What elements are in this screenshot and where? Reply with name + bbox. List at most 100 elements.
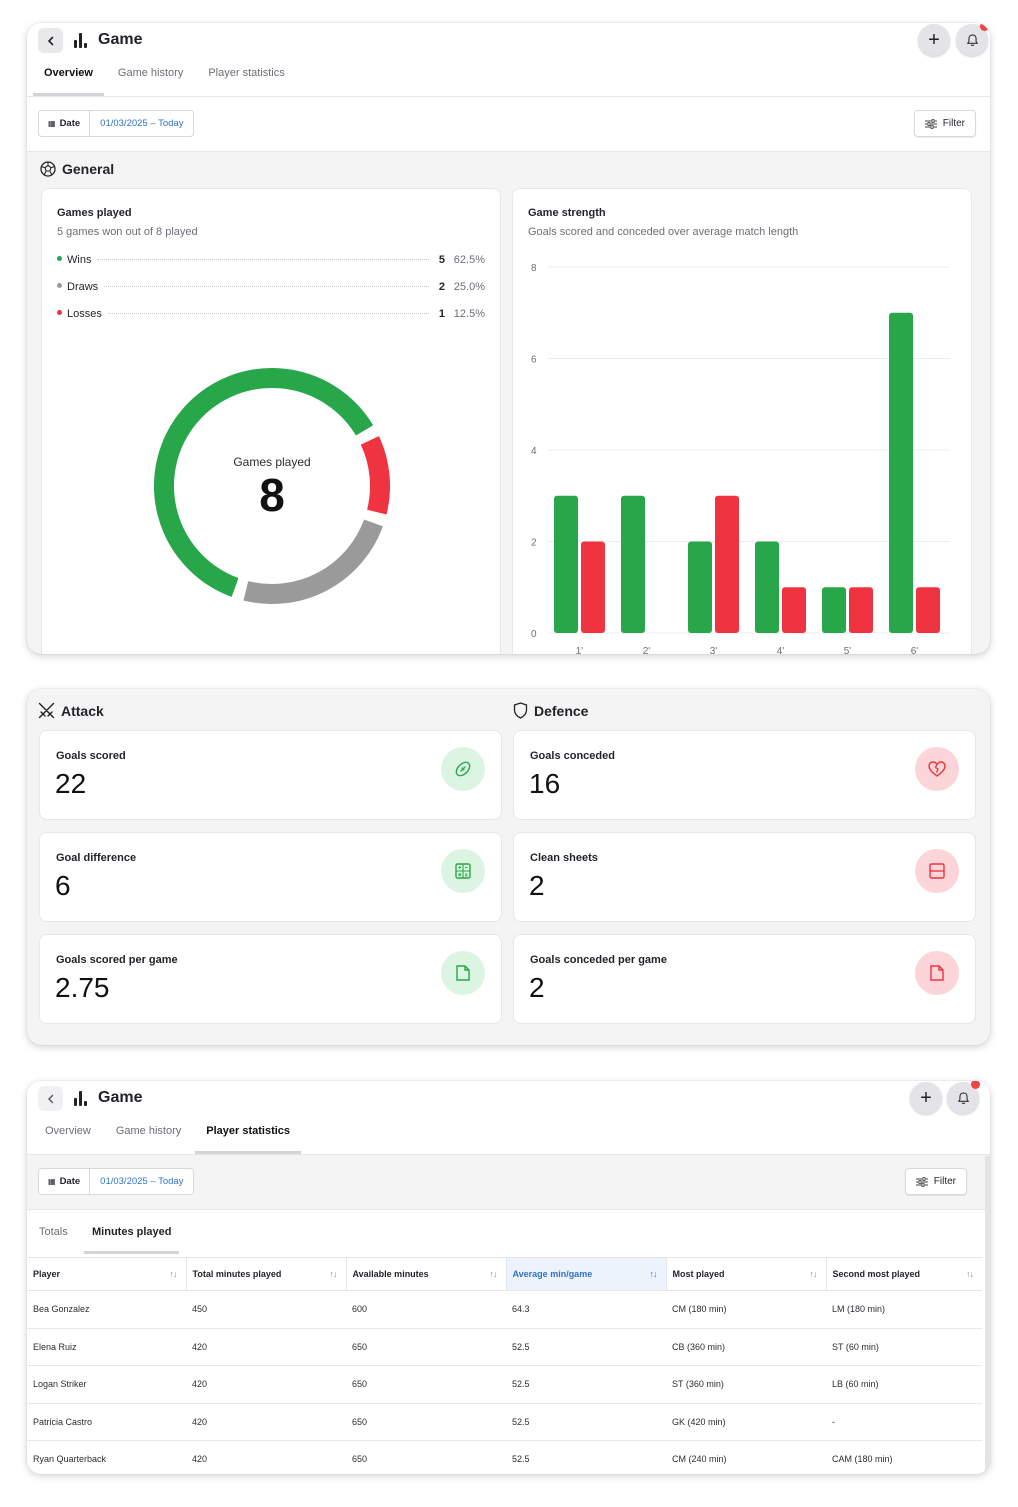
table-cell: 52.5 — [506, 1328, 666, 1366]
back-button[interactable] — [38, 1086, 63, 1111]
bar-goals-scored[interactable] — [554, 496, 578, 633]
table-cell: 650 — [346, 1441, 506, 1475]
tab-player-statistics[interactable]: Player statistics — [195, 1125, 301, 1154]
notifications-button[interactable] — [956, 24, 988, 56]
notifications-button[interactable] — [947, 1082, 979, 1114]
sort-icon[interactable]: ↑↓ — [810, 1269, 817, 1279]
column-header-available-minutes[interactable]: Available minutes ↑↓ — [346, 1258, 506, 1291]
column-label: Player — [33, 1269, 60, 1279]
game-strength-card: Game strength Goals scored and conceded … — [512, 188, 972, 654]
sort-icon[interactable]: ↑↓ — [490, 1269, 497, 1279]
table-cell: CM (180 min) — [666, 1291, 826, 1329]
table-cell: CAM (180 min) — [826, 1441, 982, 1475]
date-range-picker[interactable]: ▦ Date 01/03/2025 – Today — [38, 1168, 194, 1195]
legend-label: Losses — [67, 308, 102, 320]
column-header-average-min-game[interactable]: Average min/game ↑↓ — [506, 1258, 666, 1291]
bar-goals-conceded[interactable] — [916, 587, 940, 633]
defence-section-title: Defence — [513, 702, 588, 719]
sliders-icon — [925, 119, 937, 129]
bar-goals-scored[interactable] — [755, 542, 779, 634]
table-row[interactable]: Bea Gonzalez 450 600 64.3 CM (180 min) LM (18… — [27, 1291, 982, 1329]
bar-goals-conceded[interactable] — [849, 587, 873, 633]
add-button[interactable]: + — [910, 1082, 942, 1114]
app-title: Game — [98, 31, 142, 49]
donut-segment-draws — [246, 523, 374, 594]
table-cell: 52.5 — [506, 1366, 666, 1404]
bar-goals-scored[interactable] — [621, 496, 645, 633]
stat-value: 2 — [529, 972, 545, 1004]
stat-value: 22 — [55, 768, 86, 800]
tab-bar: Overview Game history Player statistics — [33, 67, 299, 96]
table-row[interactable]: Ryan Quarterback 420 650 52.5 CM (240 min) CA… — [27, 1441, 982, 1475]
scrollbar[interactable] — [985, 1156, 990, 1474]
table-cell: GK (420 min) — [666, 1403, 826, 1441]
filter-button[interactable]: Filter — [914, 110, 976, 137]
table-cell: ST (60 min) — [826, 1328, 982, 1366]
notification-badge — [971, 1081, 980, 1089]
column-label: Average min/game — [513, 1269, 593, 1279]
subtab-totals[interactable]: Totals — [39, 1226, 68, 1238]
game-strength-subtitle: Goals scored and conceded over average m… — [528, 226, 798, 238]
bar-goals-scored[interactable] — [822, 587, 846, 633]
donut-center-value: 8 — [42, 468, 502, 522]
table-row[interactable]: Patricia Castro 420 650 52.5 GK (420 min) - — [27, 1403, 982, 1441]
x-tick-label: 3' — [710, 646, 718, 654]
filter-label: Filter — [943, 118, 965, 129]
table-cell: 420 — [186, 1366, 346, 1404]
tab-game-history[interactable]: Game history — [105, 1125, 192, 1154]
calculator-icon — [441, 849, 485, 893]
notification-badge — [980, 23, 989, 31]
document-icon — [915, 951, 959, 995]
chevron-left-icon — [46, 1094, 56, 1104]
filter-button[interactable]: Filter — [905, 1168, 967, 1195]
tab-player-statistics[interactable]: Player statistics — [197, 67, 295, 96]
column-header-most-played[interactable]: Most played ↑↓ — [666, 1258, 826, 1291]
attack-title-text: Attack — [61, 703, 104, 719]
stat-label: Clean sheets — [530, 852, 598, 864]
x-tick-label: 2' — [643, 646, 651, 654]
y-tick-label: 4 — [531, 446, 537, 457]
subtab-minutes-played[interactable]: Minutes played — [84, 1226, 179, 1254]
tab-overview[interactable]: Overview — [34, 1125, 102, 1154]
legend-percent: 62.5% — [445, 254, 485, 266]
subtab-bar: Totals Minutes played — [27, 1210, 990, 1257]
add-button[interactable]: + — [918, 24, 950, 56]
sort-icon[interactable]: ↑↓ — [330, 1269, 337, 1279]
draws-dot — [57, 283, 62, 288]
bar-goals-conceded[interactable] — [715, 496, 739, 633]
table-cell: 52.5 — [506, 1403, 666, 1441]
legend-count: 5 — [435, 254, 445, 266]
table-cell: LM (180 min) — [826, 1291, 982, 1329]
table-cell: ST (360 min) — [666, 1366, 826, 1404]
bar-goals-scored[interactable] — [688, 542, 712, 634]
column-header-total-minutes[interactable]: Total minutes played ↑↓ — [186, 1258, 346, 1291]
stat-value: 2 — [529, 870, 545, 902]
sort-icon[interactable]: ↑↓ — [170, 1269, 177, 1279]
column-header-player[interactable]: Player ↑↓ — [27, 1258, 186, 1291]
tab-game-history[interactable]: Game history — [107, 67, 194, 96]
bar-goals-conceded[interactable] — [782, 587, 806, 633]
swords-icon — [38, 702, 55, 719]
tab-overview[interactable]: Overview — [33, 67, 104, 96]
table-cell: 420 — [186, 1328, 346, 1366]
sort-icon[interactable]: ↑↓ — [650, 1269, 657, 1279]
games-played-card: Games played 5 games won out of 8 played… — [41, 188, 501, 654]
attack-section-title: Attack — [38, 702, 104, 719]
legend-label: Wins — [67, 254, 91, 266]
sort-icon[interactable]: ↑↓ — [966, 1269, 973, 1279]
document-icon — [441, 951, 485, 995]
game-strength-title: Game strength — [528, 207, 606, 219]
x-tick-label: 5' — [844, 646, 852, 654]
bar-goals-conceded[interactable] — [581, 542, 605, 634]
bar-goals-scored[interactable] — [889, 313, 913, 633]
sheet-icon — [915, 849, 959, 893]
column-label: Most played — [673, 1269, 725, 1279]
back-button[interactable] — [38, 28, 63, 53]
table-row[interactable]: Elena Ruiz 420 650 52.5 CB (360 min) ST (60 m… — [27, 1328, 982, 1366]
legend-label: Draws — [67, 281, 98, 293]
donut-center-label: Games played — [42, 455, 502, 469]
legend-count: 1 — [435, 308, 445, 320]
column-header-second-most-played[interactable]: Second most played ↑↓ — [826, 1258, 982, 1291]
date-range-picker[interactable]: ▦ Date 01/03/2025 – Today — [38, 110, 194, 137]
table-row[interactable]: Logan Striker 420 650 52.5 ST (360 min) LB (6… — [27, 1366, 982, 1404]
